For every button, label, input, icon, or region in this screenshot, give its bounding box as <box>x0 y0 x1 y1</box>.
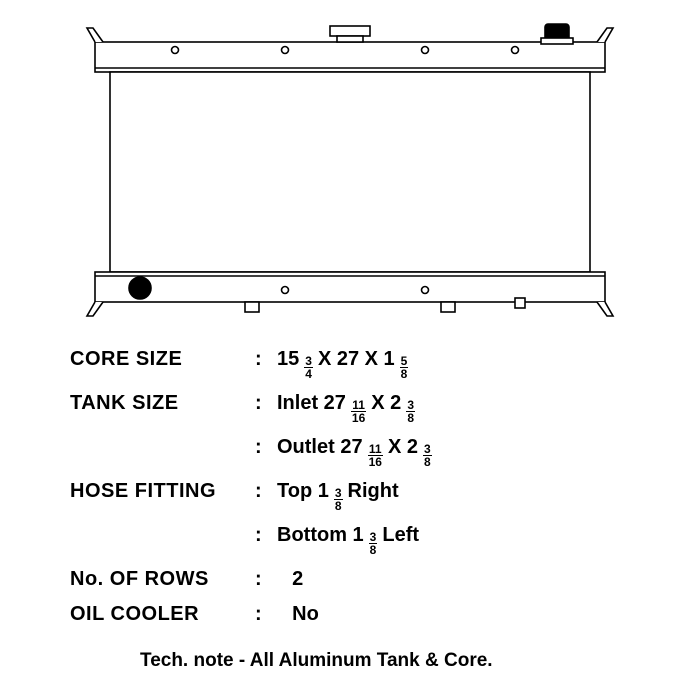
spec-value-hose-top: Top 1 38 Right <box>277 480 399 512</box>
fraction: 38 <box>369 531 378 556</box>
fraction: 1116 <box>351 399 366 424</box>
spec-row-core-size: CORE SIZE : 1534 X 27 X 1 58 <box>70 348 630 380</box>
spec-label: OIL COOLER <box>70 603 255 626</box>
colon: : <box>255 524 277 547</box>
fraction: 34 <box>304 355 313 380</box>
spec-row-oil-cooler: OIL COOLER : No <box>70 603 630 626</box>
spec-row-tank-size-inlet: TANK SIZE : Inlet 27 1116 X 2 38 <box>70 392 630 424</box>
spec-row-hose-top: HOSE FITTING : Top 1 38 Right <box>70 480 630 512</box>
fraction: 38 <box>334 487 343 512</box>
spec-row-tank-size-outlet: : Outlet 27 1116 X 2 38 <box>70 436 630 468</box>
fraction: 58 <box>400 355 409 380</box>
colon: : <box>255 480 277 503</box>
spec-label: CORE SIZE <box>70 348 255 371</box>
fraction: 38 <box>423 443 432 468</box>
spec-label: HOSE FITTING <box>70 480 255 503</box>
spec-label: No. OF ROWS <box>70 568 255 591</box>
radiator-diagram <box>85 20 615 320</box>
spec-value-hose-bottom: Bottom 1 38 Left <box>277 524 419 556</box>
spec-row-hose-bottom: : Bottom 1 38 Left <box>70 524 630 556</box>
spec-table: CORE SIZE : 1534 X 27 X 1 58 TANK SIZE :… <box>70 348 630 638</box>
colon: : <box>255 603 277 626</box>
spec-value-tank-outlet: Outlet 27 1116 X 2 38 <box>277 436 433 468</box>
fraction: 1116 <box>368 443 383 468</box>
spec-row-rows: No. OF ROWS : 2 <box>70 568 630 591</box>
colon: : <box>255 436 277 459</box>
spec-value-tank-inlet: Inlet 27 1116 X 2 38 <box>277 392 416 424</box>
fraction: 38 <box>406 399 415 424</box>
spec-value-oil-cooler: No <box>277 603 319 626</box>
spec-label: TANK SIZE <box>70 392 255 415</box>
spec-value-core-size: 1534 X 27 X 1 58 <box>277 348 409 380</box>
colon: : <box>255 568 277 591</box>
radiator-svg <box>85 20 615 320</box>
tech-note: Tech. note - All Aluminum Tank & Core. <box>140 650 493 672</box>
spec-value-rows: 2 <box>277 568 303 591</box>
colon: : <box>255 348 277 371</box>
colon: : <box>255 392 277 415</box>
